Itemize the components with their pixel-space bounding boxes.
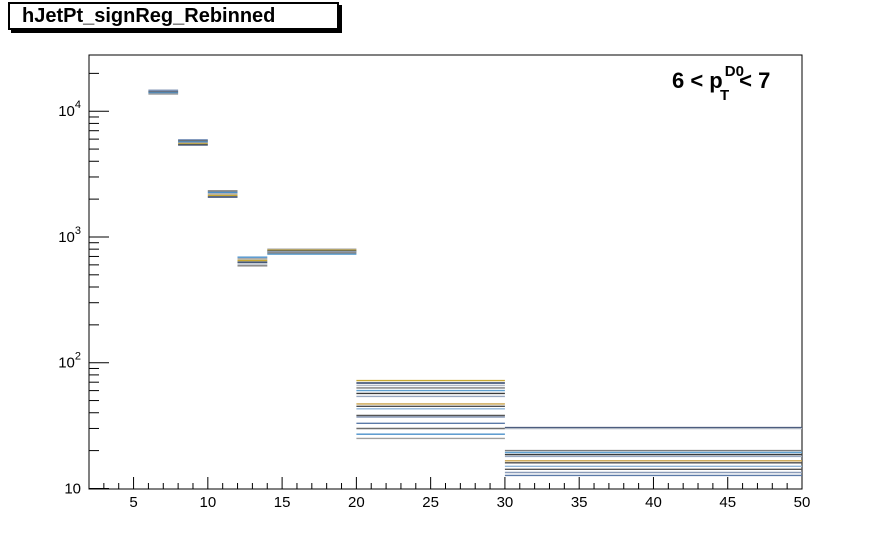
y-tick-label: 10 xyxy=(64,480,81,497)
y-tick-label: 103 xyxy=(58,225,81,246)
x-tick-label: 5 xyxy=(129,494,137,511)
annotation-superscript: D0 xyxy=(725,63,744,80)
x-tick-label: 35 xyxy=(571,494,588,511)
chart-title: hJetPt_signReg_Rebinned xyxy=(8,2,339,30)
annotation-suffix: < 7 xyxy=(739,68,770,93)
annotation-subscript: T xyxy=(720,87,729,104)
y-tick-label: 102 xyxy=(58,351,81,372)
x-tick-label: 50 xyxy=(794,494,811,511)
x-tick-label: 25 xyxy=(422,494,439,511)
annotation-prefix: 6 < p xyxy=(672,68,723,93)
x-tick-label: 30 xyxy=(497,494,514,511)
x-axis: 5 10 15 20 25 30 35 40 45 50 xyxy=(103,477,811,511)
y-tick-label: 104 xyxy=(58,99,81,120)
x-tick-label: 40 xyxy=(645,494,662,511)
x-tick-label: 20 xyxy=(348,494,365,511)
pt-range-annotation: 6 < p D0 T < 7 xyxy=(672,63,770,104)
x-tick-label: 10 xyxy=(199,494,216,511)
x-tick-label: 45 xyxy=(719,494,736,511)
y-axis: 10 102 103 104 xyxy=(58,72,109,497)
histogram-bins xyxy=(148,89,802,477)
x-tick-label: 15 xyxy=(274,494,291,511)
